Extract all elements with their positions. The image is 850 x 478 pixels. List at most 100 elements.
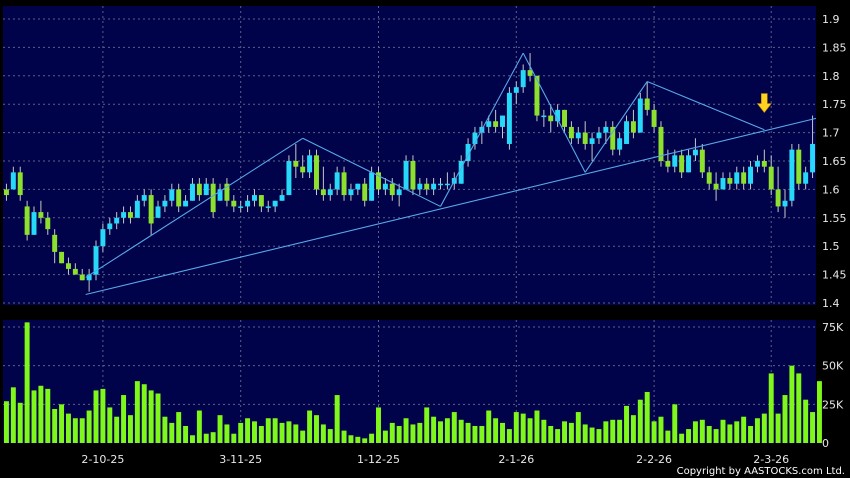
volume-bar [189,435,195,443]
date-tick-label: 2-3-26 [753,453,789,466]
candle-body [658,126,664,161]
candle-body [293,161,299,167]
volume-bar [658,416,664,443]
volume-bar [506,429,512,443]
volume-bar [293,424,299,443]
volume-bar [224,424,230,443]
volume-bar [692,421,698,443]
volume-bar [210,432,216,443]
price-panel [3,6,816,305]
candle-body [176,189,182,207]
trend-line [522,52,586,173]
price-tick-label: 1.45 [822,269,847,282]
candle-body [410,161,416,190]
volume-bar [183,425,189,443]
volume-bar [699,419,705,443]
volume-bar [107,407,113,443]
candle-body [362,183,368,201]
trend-line [85,117,817,296]
volume-bar [431,416,437,443]
trend-line [440,52,524,207]
volume-bar [720,419,726,443]
candle-body [699,149,705,173]
candle-body [782,200,788,207]
volume-bar [534,410,540,443]
candle-body [520,70,526,88]
volume-bar [555,429,561,443]
volume-bar [300,430,306,443]
copyright-text: Copyright by AASTOCKS.com Ltd. [677,466,845,477]
volume-bar [575,412,581,443]
volume-bar [686,429,692,443]
arrow-marker [756,93,772,114]
arrow-down-icon [756,93,772,114]
price-tick-label: 1.6 [822,183,840,196]
candle-body [458,161,464,184]
volume-bar [410,424,416,443]
candle-body [72,268,78,275]
volume-bar [45,388,51,443]
candle-body [355,183,361,190]
price-tick-label: 1.55 [822,212,847,225]
volume-bar [403,418,409,443]
candle-body [417,183,423,190]
candle-body [258,195,264,207]
candle-body [555,109,561,122]
volume-bar [465,422,471,443]
trend-lines [85,52,817,296]
volume-bar [279,422,285,443]
volume-bar [748,425,754,443]
price-tick-label: 1.5 [822,240,840,253]
volume-bar [286,421,292,443]
volume-bar [307,410,313,443]
volume-bar [176,412,182,443]
candle-body [637,98,643,133]
candle-body [279,195,285,201]
volume-bar [672,404,678,443]
volume-bar [114,416,120,443]
candle-body [79,274,85,281]
volume-bar [93,390,99,443]
candle-body [424,183,430,190]
volume-bar [520,413,526,443]
price-tick-label: 1.8 [822,70,840,83]
volume-bar [444,418,450,443]
candle-body [348,189,354,196]
volume-bar [424,407,430,443]
volume-bar [417,422,423,443]
candle-body [114,217,120,224]
candle-body [286,161,292,196]
price-axis: 1.9 1.85 1.8 1.75 1.7 1.65 1.6 1.55 1.5 1.45 1.4 [822,13,847,310]
volume-bar [741,416,747,443]
candle-body [334,172,340,190]
candle-body [796,149,802,184]
candle-body [45,217,51,230]
volume-bar [706,425,712,443]
candle-body [741,172,747,184]
volume-bar [341,430,347,443]
volume-bar [38,385,44,443]
volume-bar [320,424,326,443]
volume-bar [203,433,209,443]
volume-bar [582,424,588,443]
volume-tick-label: 25K [822,398,844,411]
volume-bar [148,390,154,443]
volume-bar [782,395,788,443]
volume-bar [513,412,519,443]
volume-bar [10,387,16,443]
candle-body [672,155,678,167]
price-tick-label: 1.85 [822,41,847,54]
candle-body [596,132,602,139]
candle-body [93,246,99,275]
volume-bar [438,421,443,443]
candle-body [589,138,595,144]
candle-body [265,206,271,208]
candle-body [59,251,65,264]
volume-bar [796,373,802,443]
candle-body [245,200,251,207]
volume-bar [679,433,685,443]
candle-body [534,75,540,116]
candle-body [789,149,795,201]
candle-body [327,189,333,196]
trend-line [85,137,304,278]
